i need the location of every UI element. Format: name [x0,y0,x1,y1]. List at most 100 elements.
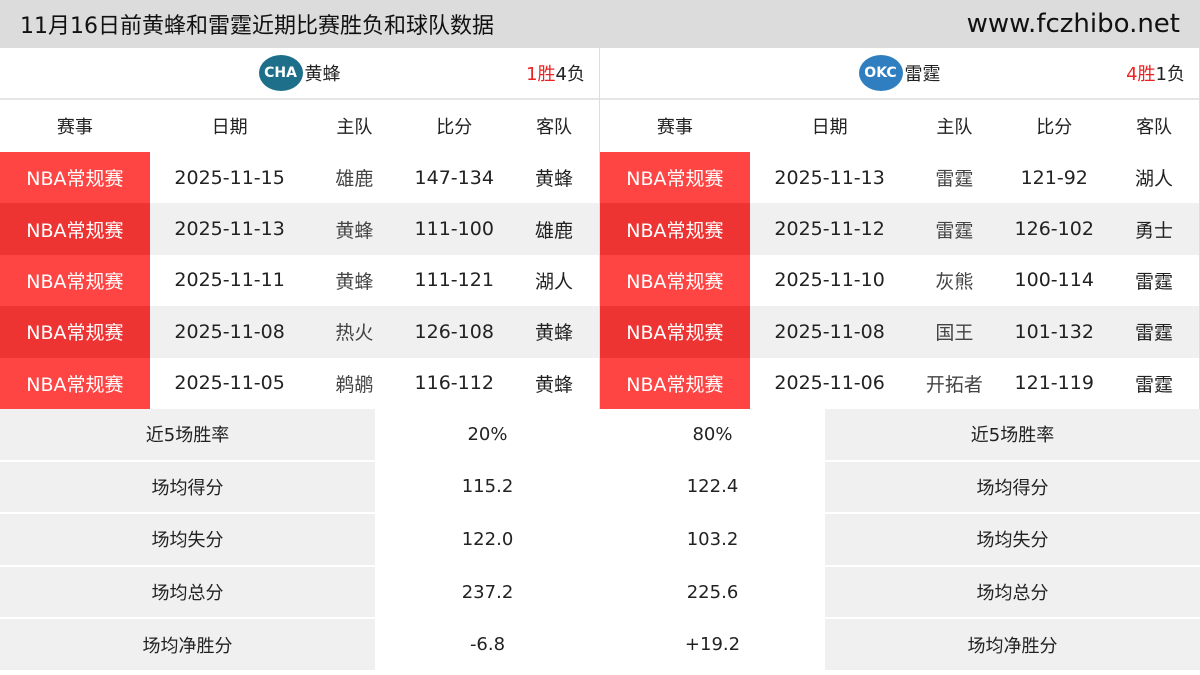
home-team-cell[interactable]: 鹈鹕 [335,373,374,396]
column-header: 赛事 [56,117,93,138]
team-header: OKC 雷霆 4胜1负 [600,48,1199,100]
home-team-cell[interactable]: 雷霆 [935,168,974,191]
date-cell: 2025-11-11 [174,269,285,292]
table-row: NBA常规赛 2025-11-13 黄蜂 111-100 雄鹿 [0,203,599,255]
score-cell: 116-112 [414,372,494,395]
team-record: 4胜1负 [1126,64,1185,85]
title-bar: 11月16日前黄蜂和雷霆近期比赛胜负和球队数据 www.fczhibo.net [0,0,1200,48]
score-cell: 121-119 [1014,372,1094,395]
table-row: NBA常规赛 2025-11-06 开拓者 121-119 雷霆 [600,357,1199,409]
event-cell[interactable]: NBA常规赛 [0,203,150,255]
home-team-cell[interactable]: 黄蜂 [335,219,374,242]
stat-value-right: +19.2 [600,619,825,670]
away-team-cell[interactable]: 勇士 [1135,219,1174,242]
team-name[interactable]: 雷霆 [904,64,941,85]
column-header: 主队 [936,117,973,138]
team-logo-icon: OKC [858,55,903,91]
team-table-okc: OKC 雷霆 4胜1负 赛事 日期 主队 比分 客队 NBA常规赛 2025-11-13 雷霆… [600,48,1200,409]
stat-value-left: -6.8 [375,619,600,670]
home-team-cell[interactable]: 热火 [335,322,374,345]
stat-label: 场均失分 [825,514,1200,565]
event-cell[interactable]: NBA常规赛 [0,152,150,204]
column-header: 主队 [336,117,373,138]
stat-label: 场均得分 [0,461,375,513]
away-team-cell[interactable]: 黄蜂 [535,373,574,396]
date-cell: 2025-11-05 [174,372,285,395]
column-headers: 赛事 日期 主队 比分 客队 [0,100,599,152]
team-logo-icon: CHA [258,55,303,91]
date-cell: 2025-11-08 [774,320,885,343]
event-cell[interactable]: NBA常规赛 [600,254,750,307]
table-row: NBA常规赛 2025-11-15 雄鹿 147-134 黄蜂 [0,152,599,204]
score-cell: 126-102 [1014,218,1094,241]
away-team-cell[interactable]: 黄蜂 [535,322,574,345]
date-cell: 2025-11-10 [774,269,885,292]
home-team-cell[interactable]: 国王 [935,322,974,345]
away-team-cell[interactable]: 雷霆 [1135,322,1174,345]
stat-row: 近5场胜率 20% 80% 近5场胜率 [0,408,1200,462]
table-row: NBA常规赛 2025-11-11 黄蜂 111-121 湖人 [0,254,599,307]
match-tables: CHA 黄蜂 1胜4负 赛事 日期 主队 比分 客队 NBA常规赛 2025-11-15 雄鹿… [0,48,1200,409]
column-header: 比分 [1036,117,1073,138]
score-cell: 111-100 [414,218,494,241]
away-team-cell[interactable]: 湖人 [535,270,574,293]
stat-label: 场均失分 [0,514,375,565]
score-cell: 100-114 [1014,269,1094,292]
away-team-cell[interactable]: 雷霆 [1135,270,1174,293]
away-team-cell[interactable]: 黄蜂 [535,168,574,191]
event-cell[interactable]: NBA常规赛 [0,254,150,307]
site-url[interactable]: www.fczhibo.net [966,9,1180,39]
date-cell: 2025-11-15 [174,166,285,189]
team-name[interactable]: 黄蜂 [304,64,341,85]
stat-row: 场均净胜分 -6.8 +19.2 场均净胜分 [0,619,1200,672]
stat-label: 场均净胜分 [0,619,375,670]
score-cell: 101-132 [1014,320,1094,343]
table-row: NBA常规赛 2025-11-12 雷霆 126-102 勇士 [600,203,1199,255]
date-cell: 2025-11-06 [774,372,885,395]
stat-label: 场均总分 [825,566,1200,618]
score-cell: 121-92 [1020,166,1088,189]
event-cell[interactable]: NBA常规赛 [600,203,750,255]
home-team-cell[interactable]: 开拓者 [925,373,983,396]
column-headers: 赛事 日期 主队 比分 客队 [600,100,1199,152]
stat-value-left: 115.2 [375,461,600,513]
column-header: 比分 [436,117,473,138]
away-team-cell[interactable]: 湖人 [1135,168,1174,191]
stat-value-left: 237.2 [375,566,600,618]
stat-value-left: 122.0 [375,514,600,565]
event-cell[interactable]: NBA常规赛 [0,357,150,409]
column-header: 赛事 [656,117,693,138]
stat-value-right: 103.2 [600,514,825,565]
stat-label: 近5场胜率 [0,408,375,460]
stat-value-left: 20% [375,408,600,460]
stat-row: 场均总分 237.2 225.6 场均总分 [0,566,1200,620]
stats-table: 近5场胜率 20% 80% 近5场胜率 场均得分 115.2 122.4 场均得… [0,408,1200,672]
table-row: NBA常规赛 2025-11-05 鹈鹕 116-112 黄蜂 [0,357,599,409]
away-team-cell[interactable]: 雄鹿 [535,219,574,242]
home-team-cell[interactable]: 黄蜂 [335,270,374,293]
team-record: 1胜4负 [526,64,585,85]
stat-value-right: 122.4 [600,461,825,513]
date-cell: 2025-11-08 [174,320,285,343]
event-cell[interactable]: NBA常规赛 [600,152,750,204]
stat-label: 场均得分 [825,461,1200,513]
column-header: 日期 [811,117,848,138]
date-cell: 2025-11-12 [774,218,885,241]
event-cell[interactable]: NBA常规赛 [600,357,750,409]
stat-value-right: 225.6 [600,566,825,618]
home-team-cell[interactable]: 雄鹿 [335,168,374,191]
team-header: CHA 黄蜂 1胜4负 [0,48,599,100]
stat-row: 场均得分 115.2 122.4 场均得分 [0,461,1200,515]
date-cell: 2025-11-13 [174,218,285,241]
away-team-cell[interactable]: 雷霆 [1135,373,1174,396]
home-team-cell[interactable]: 灰熊 [935,270,974,293]
score-cell: 126-108 [414,320,494,343]
event-cell[interactable]: NBA常规赛 [600,306,750,358]
page-title: 11月16日前黄蜂和雷霆近期比赛胜负和球队数据 [20,14,494,39]
home-team-cell[interactable]: 雷霆 [935,219,974,242]
column-header: 客队 [1136,117,1173,138]
event-cell[interactable]: NBA常规赛 [0,306,150,358]
stat-row: 场均失分 122.0 103.2 场均失分 [0,514,1200,567]
score-cell: 111-121 [414,269,494,292]
column-header: 日期 [211,117,248,138]
